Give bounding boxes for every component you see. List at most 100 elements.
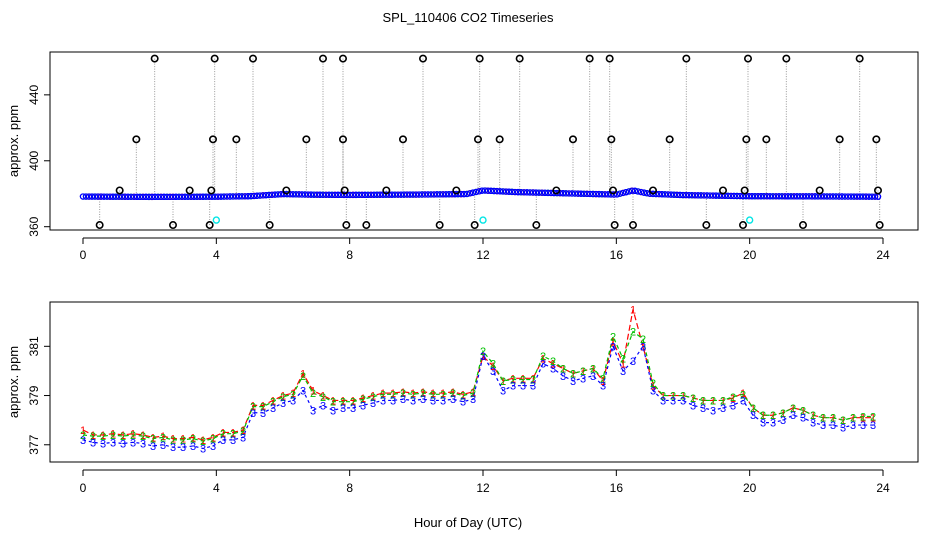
top-baseline-point [544, 189, 552, 197]
top-baseline-point [529, 189, 537, 196]
top-spike-point [873, 186, 882, 195]
top-baseline-point [436, 191, 444, 198]
top-baseline-point [403, 191, 411, 198]
bottom-series-2-point: 2 [120, 431, 126, 443]
bottom-series-2-point: 2 [830, 413, 836, 425]
top-baseline-point [517, 189, 525, 196]
top-baseline-point [229, 193, 237, 200]
top-baseline-point [643, 190, 651, 197]
bottom-series-3-point: 3 [700, 403, 706, 415]
top-spike-point [382, 186, 391, 195]
top-baseline-point [523, 189, 531, 196]
top-baseline-point [319, 191, 327, 198]
bottom-series-2-point: 2 [490, 359, 496, 371]
bottom-series-3-point: 3 [240, 432, 246, 444]
bottom-series-2-point: 2 [220, 429, 226, 441]
top-baseline-point [163, 193, 171, 201]
top-baseline-point [568, 190, 576, 197]
top-baseline-point [232, 193, 240, 200]
top-baseline-point [316, 191, 324, 198]
top-baseline-point [466, 190, 474, 197]
bottom-series-2-point: 2 [370, 392, 376, 404]
top-spike-point [782, 54, 791, 63]
top-baseline-point [124, 193, 132, 200]
top-baseline-point [574, 190, 582, 197]
top-baseline-point [862, 193, 870, 200]
top-baseline-point [853, 193, 861, 200]
top-baseline-point [532, 189, 540, 196]
bottom-series-1-point: 1 [580, 366, 586, 378]
top-baseline-point [793, 193, 801, 200]
bottom-series-3-point: 3 [820, 420, 826, 432]
bottom-series-3-point: 3 [430, 395, 436, 407]
bottom-series-3-point: 3 [230, 435, 236, 447]
top-baseline-point [235, 193, 243, 200]
bottom-series-2-point: 2 [480, 346, 486, 358]
top-x-tick-label: 0 [80, 248, 87, 262]
top-baseline-point [673, 191, 681, 199]
bottom-series-2-point: 2 [260, 402, 266, 414]
top-baseline-point [406, 191, 414, 198]
bottom-x-tick-label: 20 [743, 481, 757, 495]
bottom-x-tick-label: 8 [346, 481, 353, 495]
top-baseline-point [670, 191, 678, 198]
top-baseline-point [103, 193, 111, 200]
bottom-series-2-point: 2 [280, 392, 286, 404]
bottom-series-2-point: 2 [860, 411, 866, 423]
bottom-series-2-point: 2 [130, 430, 136, 442]
bottom-series-2-point: 2 [670, 391, 676, 403]
top-spike-points [95, 54, 884, 230]
top-x-tick-label: 20 [743, 248, 757, 262]
bottom-series-3-point: 3 [450, 394, 456, 406]
top-spike-point [608, 186, 617, 195]
top-baseline-point [541, 189, 549, 197]
top-baseline-point [493, 187, 501, 195]
bottom-series-1-point: 1 [700, 395, 706, 407]
top-spike-point [398, 135, 407, 144]
top-x-axis: 0 4 8 12 16 20 24 [80, 237, 890, 262]
bottom-series-1-point: 1 [490, 361, 496, 373]
top-baseline-point [211, 193, 219, 200]
bottom-series-3-point: 3 [560, 371, 566, 383]
top-baseline-point [835, 193, 843, 200]
bottom-series-2-point: 2 [410, 389, 416, 401]
top-baseline-point [787, 193, 795, 200]
bottom-series-3-point: 3 [110, 437, 116, 449]
bottom-series-1-point: 1 [570, 368, 576, 380]
bottom-series-3-point: 3 [100, 439, 106, 451]
top-baseline-point [79, 193, 87, 200]
bottom-series-3-point: 3 [330, 405, 336, 417]
bottom-series-3-point: 3 [130, 437, 136, 449]
top-baseline-point [298, 191, 306, 198]
top-baseline-point [367, 191, 375, 198]
top-x-tick-label: 4 [213, 248, 220, 262]
bottom-series-2-point: 2 [540, 351, 546, 363]
top-spike-point [532, 221, 541, 230]
top-baseline-point [409, 191, 417, 198]
top-spike-point [340, 186, 349, 195]
top-baseline-point [397, 191, 405, 198]
bottom-series-3-point: 3 [140, 439, 146, 451]
top-baseline-point [688, 192, 696, 199]
bottom-series-3-point: 3 [810, 418, 816, 430]
top-baseline-point [337, 191, 345, 199]
bottom-series-2-point: 2 [870, 411, 876, 423]
bottom-series-1-point: 1 [840, 415, 846, 427]
top-baseline-point [580, 190, 588, 197]
top-baseline-point [811, 193, 819, 200]
chart-title: SPL_110406 CO2 Timeseries [382, 10, 554, 25]
bottom-series-1-point: 1 [540, 354, 546, 366]
bottom-series-1-point: 1 [330, 395, 336, 407]
top-baseline-point [157, 193, 165, 201]
top-baseline-point [487, 187, 495, 195]
top-baseline-point [796, 193, 804, 200]
top-baseline-point [475, 188, 483, 195]
top-baseline-point [217, 193, 225, 200]
top-baseline-point [349, 191, 357, 199]
top-y-axis-label: approx. ppm [6, 105, 21, 177]
bottom-series-2-point: 2 [320, 392, 326, 404]
bottom-series-1-point: 1 [870, 413, 876, 425]
bottom-series-1-point: 1 [370, 391, 376, 403]
bottom-series-2-point: 2 [580, 366, 586, 378]
top-baseline-point [841, 193, 849, 200]
